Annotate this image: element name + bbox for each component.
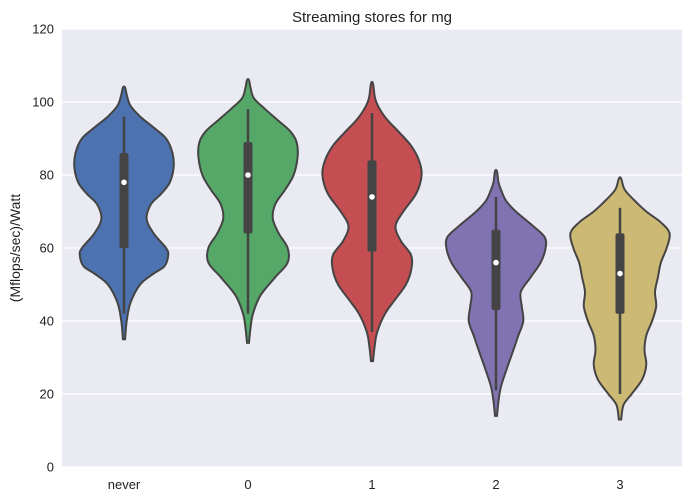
y-tick-label: 0 bbox=[47, 460, 54, 475]
x-tick-label: 0 bbox=[244, 477, 251, 492]
violin-iqr-box bbox=[367, 160, 377, 252]
x-tick-labels: never 0 1 2 3 bbox=[108, 477, 624, 492]
violin-3 bbox=[569, 176, 671, 421]
violin-iqr-box bbox=[491, 229, 501, 311]
y-tick-label: 60 bbox=[40, 241, 54, 256]
violin-never bbox=[73, 85, 175, 341]
violin-median bbox=[617, 270, 623, 277]
chart-title: Streaming stores for mg bbox=[292, 9, 452, 26]
x-tick-label: 1 bbox=[368, 477, 375, 492]
violin-0 bbox=[197, 78, 299, 344]
violin-iqr-box bbox=[243, 142, 253, 234]
x-tick-label: 3 bbox=[616, 477, 623, 492]
violin-median bbox=[369, 194, 375, 200]
violin-1 bbox=[321, 80, 423, 363]
violin-iqr-box bbox=[119, 153, 129, 248]
violin-median bbox=[493, 259, 499, 266]
y-tick-label: 120 bbox=[32, 22, 54, 37]
y-axis-label: (Mflops/sec)/Watt bbox=[7, 194, 23, 302]
y-tick-label: 40 bbox=[40, 314, 54, 329]
x-tick-label: 2 bbox=[492, 477, 499, 492]
y-tick-label: 80 bbox=[40, 168, 54, 183]
violins bbox=[73, 78, 671, 421]
y-tick-label: 100 bbox=[32, 95, 54, 110]
x-tick-label: never bbox=[108, 477, 141, 492]
violin-2 bbox=[444, 169, 548, 417]
y-tick-labels: 0 20 40 60 80 100 120 bbox=[32, 22, 54, 475]
violin-median bbox=[245, 172, 251, 178]
violin-median bbox=[121, 179, 127, 186]
y-tick-label: 20 bbox=[40, 387, 54, 402]
